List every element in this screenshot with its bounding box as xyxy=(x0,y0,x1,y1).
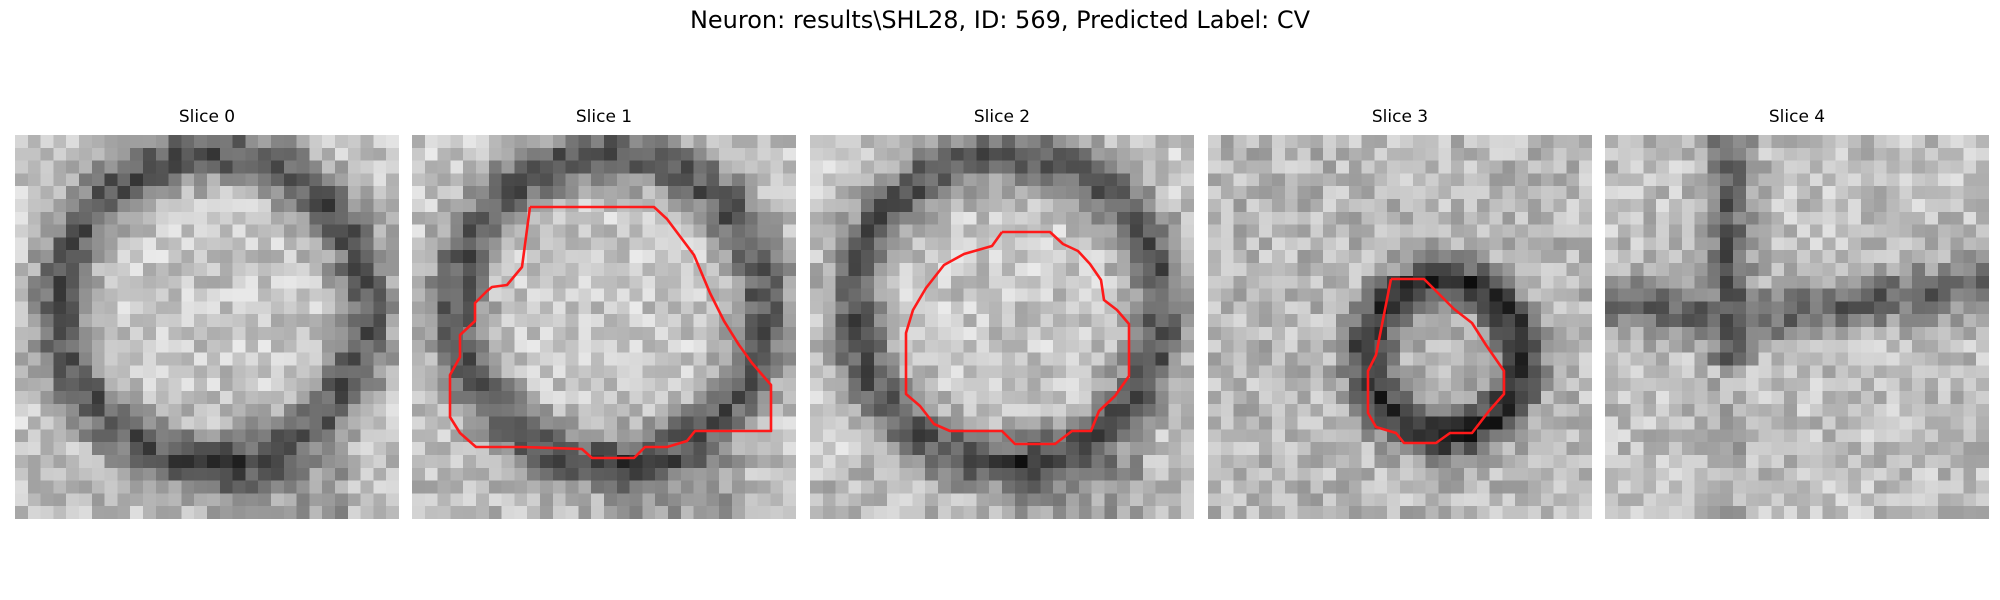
contour-outline-3 xyxy=(1366,277,1506,445)
contour-outline-1 xyxy=(448,205,773,460)
slice-panel-1: Slice 1 xyxy=(412,107,796,519)
slice-image-0 xyxy=(15,135,399,519)
slice-panel-2: Slice 2 xyxy=(810,107,1194,519)
segmentation-contour-2 xyxy=(904,230,1131,446)
slice-title-1: Slice 1 xyxy=(575,107,633,127)
slice-image-3 xyxy=(1208,135,1592,519)
slice-panel-0: Slice 0 xyxy=(15,107,399,519)
slice-title-2: Slice 2 xyxy=(973,107,1031,127)
slice-title-3: Slice 3 xyxy=(1371,107,1429,127)
slice-image-1 xyxy=(412,135,796,519)
segmentation-contour-1 xyxy=(448,205,773,460)
slice-image-4 xyxy=(1605,135,1989,519)
slice-title-0: Slice 0 xyxy=(178,107,236,127)
slice-panel-4: Slice 4 xyxy=(1605,107,1989,519)
slice-title-4: Slice 4 xyxy=(1768,107,1826,127)
contour-outline-2 xyxy=(904,230,1131,446)
slice-panel-3: Slice 3 xyxy=(1208,107,1592,519)
figure-title: Neuron: results\SHL28, ID: 569, Predicte… xyxy=(689,6,1311,34)
segmentation-contour-3 xyxy=(1366,277,1506,445)
